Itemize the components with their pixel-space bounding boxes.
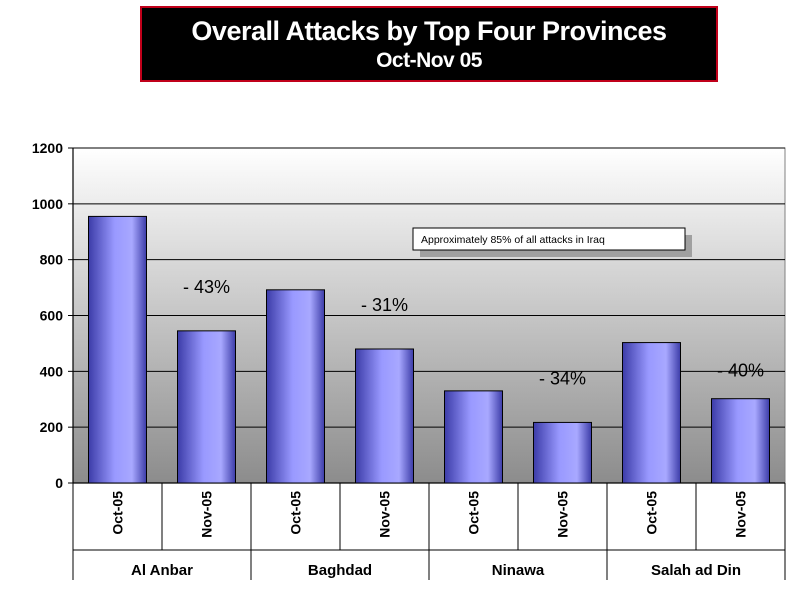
- change-label: - 31%: [361, 295, 408, 315]
- y-tick-label: 0: [55, 475, 63, 491]
- y-tick-label: 400: [40, 363, 64, 379]
- group-label: Al Anbar: [131, 562, 193, 579]
- y-tick-label: 800: [40, 252, 64, 268]
- chart-subtitle: Oct-Nov 05: [376, 49, 482, 72]
- y-tick-label: 1000: [32, 196, 63, 212]
- bar: [444, 390, 503, 484]
- bar: [88, 215, 147, 484]
- bar: [355, 348, 414, 484]
- bar: [177, 330, 236, 484]
- y-tick-label: 600: [40, 308, 64, 324]
- chart-title-box: Overall Attacks by Top Four Provinces Oc…: [140, 6, 718, 82]
- group-label: Baghdad: [308, 562, 372, 579]
- x-tick-label: Nov-05: [733, 491, 749, 538]
- x-tick-label: Oct-05: [466, 491, 482, 535]
- x-tick-label: Oct-05: [110, 491, 126, 535]
- x-tick-label: Nov-05: [555, 491, 571, 538]
- group-label: Salah ad Din: [651, 562, 741, 579]
- change-label: - 40%: [717, 361, 764, 381]
- annotation-box: [412, 227, 686, 251]
- group-label: Ninawa: [492, 562, 545, 579]
- bar: [533, 421, 592, 484]
- x-tick-label: Oct-05: [644, 491, 660, 535]
- bar: [266, 289, 325, 484]
- bar: [622, 342, 681, 484]
- chart-title: Overall Attacks by Top Four Provinces: [191, 16, 667, 46]
- x-tick-label: Nov-05: [199, 491, 215, 538]
- y-tick-label: 1200: [32, 140, 63, 156]
- x-tick-label: Nov-05: [377, 491, 393, 538]
- annotation-text: Approximately 85% of all attacks in Iraq: [421, 234, 605, 246]
- y-tick-label: 200: [40, 419, 64, 435]
- change-label: - 43%: [183, 277, 230, 297]
- change-label: - 34%: [539, 368, 586, 388]
- x-tick-label: Oct-05: [288, 491, 304, 535]
- bar: [711, 398, 770, 484]
